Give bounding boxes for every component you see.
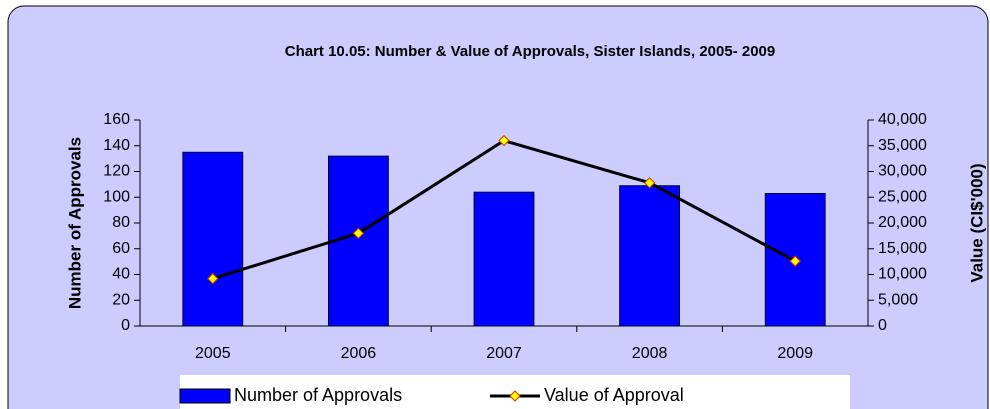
- marker: [498, 134, 510, 147]
- bar: [473, 191, 535, 327]
- marker: [352, 227, 365, 240]
- y-tick-label: 120: [103, 163, 130, 180]
- y2-tick-label: 0: [878, 317, 887, 334]
- x-tick-label: 2006: [341, 345, 377, 362]
- y-tick-label: 60: [112, 240, 130, 257]
- bar: [182, 151, 244, 327]
- y2-tick-label: 40,000: [878, 111, 927, 128]
- y2-tick-label: 20,000: [878, 214, 927, 231]
- y2-tick-label: 35,000: [878, 137, 927, 154]
- y-axis-label: Number of Approvals: [65, 137, 84, 309]
- marker: [789, 255, 801, 267]
- y2-tick-label: 5,000: [878, 291, 918, 308]
- x-tick-label: 2008: [632, 345, 668, 362]
- chart-title: Chart 10.05: Number & Value of Approvals…: [285, 43, 775, 60]
- y-tick-label: 140: [103, 137, 130, 154]
- y-tick-label: 100: [103, 188, 130, 205]
- y-tick-label: 40: [112, 266, 130, 283]
- y2-tick-label: 15,000: [878, 240, 927, 257]
- marker: [207, 272, 219, 285]
- x-tick-label: 2007: [486, 345, 522, 362]
- y-tick-label: 20: [112, 291, 130, 308]
- legend-marker: [509, 390, 521, 402]
- legend-swatch: [179, 388, 231, 404]
- y2-tick-label: 25,000: [878, 188, 927, 205]
- bar: [619, 185, 680, 327]
- y2-tick-label: 10,000: [878, 266, 927, 283]
- y-tick-label: 160: [103, 111, 130, 128]
- x-tick-label: 2009: [777, 345, 813, 362]
- legend-label: Value of Approval: [544, 385, 684, 405]
- legend-label: Number of Approvals: [234, 385, 402, 405]
- y-tick-label: 80: [112, 214, 130, 231]
- y2-axis-label: Value (CI$'000): [967, 163, 986, 282]
- y-tick-label: 0: [121, 317, 130, 334]
- y2-tick-label: 30,000: [878, 163, 927, 180]
- x-tick-label: 2005: [195, 345, 231, 362]
- marker: [643, 177, 656, 189]
